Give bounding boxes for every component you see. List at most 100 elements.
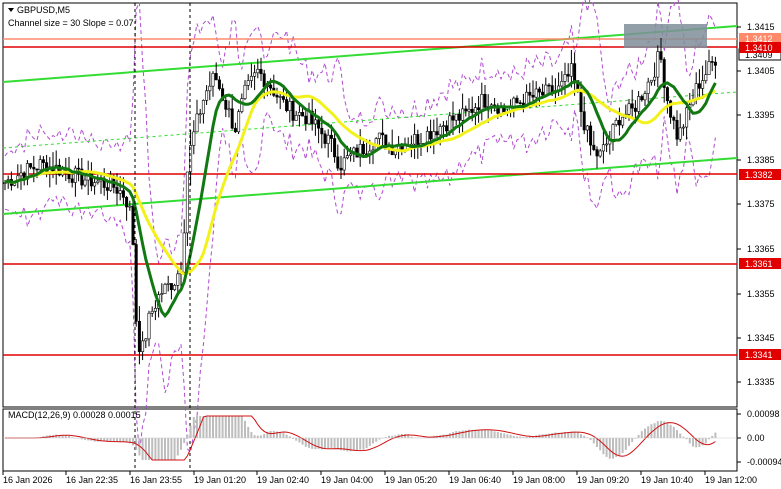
time-label: 16 Jan 2026 [3, 475, 53, 485]
candle-body [445, 125, 449, 132]
price-tick: 1.3415 [747, 22, 775, 32]
macd-histogram [3, 415, 737, 461]
candle-body [336, 156, 340, 169]
macd-bar [644, 428, 646, 438]
macd-bar [365, 438, 368, 449]
macd-bar [205, 416, 208, 438]
macd-bar [128, 438, 131, 444]
candle-body [560, 81, 564, 87]
macd-bar [557, 432, 560, 438]
candle-body [429, 131, 433, 140]
candle-body [630, 103, 634, 109]
ma-slow-line [4, 88, 716, 276]
candle-body [477, 107, 481, 111]
candle-body [285, 99, 289, 112]
macd-bar [500, 432, 502, 438]
macd-bar [589, 438, 592, 441]
candle-body [454, 113, 458, 121]
level-tag-3 [739, 169, 781, 180]
candle-body [470, 108, 474, 113]
candle-body [547, 84, 551, 87]
macd-bar [516, 436, 518, 438]
candle-body [669, 100, 673, 118]
candle-body [269, 84, 273, 89]
candle-body [432, 131, 436, 140]
candle-body [310, 110, 314, 125]
macd-bar [157, 438, 160, 460]
level-tag-5 [739, 349, 781, 360]
candle-body [537, 88, 541, 93]
macd-bar [170, 438, 173, 460]
macd-bar [311, 438, 314, 449]
candle-body [233, 127, 237, 133]
macd-bar [192, 416, 195, 438]
candle-body [297, 112, 301, 116]
candle-body [672, 117, 676, 121]
candle-body [653, 76, 657, 81]
macd-bar [276, 431, 278, 438]
candle-body [38, 159, 42, 171]
candle-body [73, 167, 77, 183]
time-label: 16 Jan 23:55 [130, 475, 182, 485]
macd-bar [106, 438, 109, 442]
macd-bar [352, 438, 355, 451]
level-tag-2 [739, 42, 781, 53]
macd-bar [224, 416, 227, 438]
macd-bar [452, 432, 454, 438]
candle-body [601, 144, 605, 152]
macd-bar [637, 434, 640, 438]
candle-body [80, 168, 84, 186]
macd-bar [628, 438, 630, 446]
candle-body [531, 94, 535, 98]
candle-body [633, 107, 637, 112]
time-label: 19 Jan 01:20 [194, 475, 246, 485]
macd-bar [272, 430, 275, 438]
macd-bar [375, 438, 378, 442]
macd-signal-line [5, 415, 716, 461]
candle-body [237, 111, 241, 133]
price-tick: 1.3355 [747, 289, 775, 299]
macd-bar [503, 433, 506, 438]
macd-bar [458, 431, 461, 438]
candle-body [605, 143, 609, 146]
candle-body [115, 187, 119, 194]
macd-bar [295, 438, 298, 441]
candle-body [339, 167, 343, 171]
macd-bar [688, 438, 691, 444]
macd-bar [263, 434, 266, 438]
time-axis[interactable]: 16 Jan 2026 16 Jan 22:35 16 Jan 23:55 19… [2, 471, 757, 485]
macd-bar [695, 438, 698, 448]
macd-bar [160, 438, 163, 460]
time-label: 19 Jan 09:20 [577, 475, 629, 485]
candle-body [256, 68, 260, 74]
macd-bar [154, 438, 157, 460]
candle-body [109, 176, 113, 191]
macd-bar [650, 424, 653, 438]
candle-body [192, 131, 196, 146]
macd-bar [410, 436, 413, 438]
candle-body [566, 74, 570, 77]
level-tag-2-text: 1.3410 [745, 43, 773, 53]
macd-bar [477, 429, 480, 438]
macd-bar [100, 438, 102, 442]
symbol-dropdown-icon[interactable] [8, 8, 14, 12]
price-axis[interactable]: 1.3415 1.3405 1.3395 1.3385 1.3375 1.336… [737, 22, 775, 387]
macd-bar [519, 436, 522, 438]
candle-body [246, 80, 250, 86]
macd-bar [180, 438, 182, 450]
candle-body [457, 113, 461, 121]
candle-body [528, 91, 532, 96]
macd-bar [292, 438, 294, 439]
macd-bar [215, 416, 218, 438]
macd-bar [701, 438, 704, 446]
candle-body [349, 153, 353, 156]
macd-bar [189, 425, 192, 438]
level-lines [3, 38, 737, 356]
candle-body [176, 273, 180, 286]
macd-bar [234, 416, 237, 438]
level-tag-1 [739, 33, 781, 44]
macd-bar [608, 438, 611, 459]
macd-bar [253, 435, 256, 438]
